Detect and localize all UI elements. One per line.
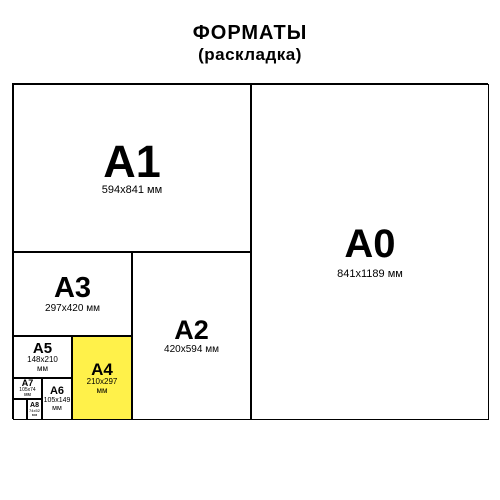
- page-subtitle: (раскладка): [198, 45, 302, 65]
- format-a0-name: А0: [344, 224, 395, 264]
- format-a7-dim: 105х74 мм: [19, 388, 35, 399]
- format-a6-dim: 105х149 мм: [44, 397, 71, 412]
- format-a6-name: А6: [50, 386, 64, 397]
- format-a0-dim: 841х1189 мм: [337, 268, 403, 280]
- format-a6: А6105х149 мм: [42, 378, 72, 420]
- format-a1: А1594х841 мм: [13, 84, 251, 252]
- format-a0: А0 841х1189 мм: [251, 84, 489, 420]
- format-a1-dim: 594х841 мм: [102, 184, 162, 196]
- format-a1-name: А1: [103, 139, 161, 184]
- format-a4-dim: 210х297 мм: [87, 378, 118, 396]
- format-a5-dim: 148х210 мм: [27, 356, 58, 374]
- format-a4: А4210х297 мм: [72, 336, 132, 420]
- format-a4-name: А4: [91, 361, 113, 378]
- page-title: ФОРМАТЫ: [193, 22, 308, 45]
- format-a3: А3297х420 мм: [13, 252, 132, 336]
- format-a8-dim: 74х52 мм: [29, 409, 40, 418]
- paper-format-diagram: А0841х1189 ммА1594х841 ммА2420х594 ммА32…: [12, 83, 488, 419]
- format-a2-name: А2: [174, 317, 209, 344]
- format-a3-dim: 297х420 мм: [45, 303, 100, 314]
- format-a7: А7105х74 мм: [13, 378, 42, 399]
- format-a3-name: А3: [54, 274, 91, 303]
- format-a2: А2420х594 мм: [132, 252, 251, 420]
- format-a5-name: А5: [33, 341, 52, 356]
- format-a8: А874х52 мм: [27, 399, 42, 420]
- format-a8b: [13, 399, 27, 420]
- format-a2-dim: 420х594 мм: [164, 344, 219, 355]
- format-a5: А5148х210 мм: [13, 336, 72, 378]
